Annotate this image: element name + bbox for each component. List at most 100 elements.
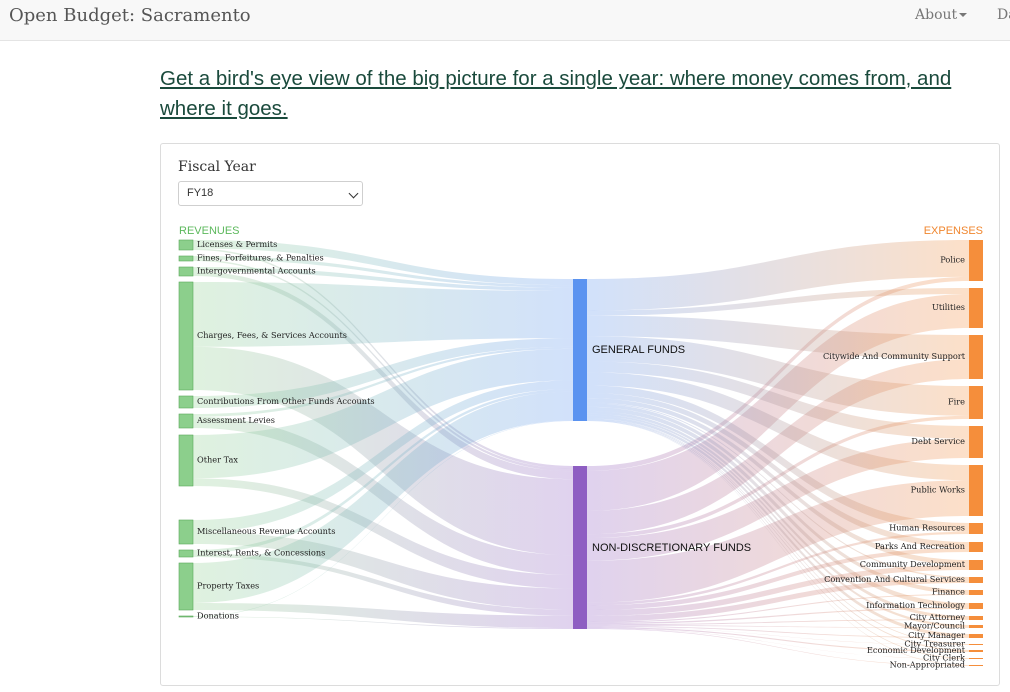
revenue-label-contributions-from-other-funds-accounts: Contributions From Other Funds Accounts — [197, 396, 375, 406]
flow-contributions-from-other-funds-accounts-general — [193, 338, 573, 408]
nav-about-label: About — [915, 7, 958, 23]
revenue-label-charges-fees-services-accounts: Charges, Fees, & Services Accounts — [197, 330, 347, 340]
expense-node-city-manager — [969, 634, 983, 638]
revenue-node-charges-fees-services-accounts — [178, 281, 194, 391]
flow-miscellaneous-revenue-accounts-nondisc — [193, 532, 573, 610]
expenses-header: EXPENSES — [924, 225, 983, 237]
flow-general-non-appropriated — [587, 420, 969, 666]
flow-nondisc-city-clerk — [587, 628, 969, 659]
flow-general-police — [587, 240, 969, 311]
expense-node-economic-development — [969, 650, 983, 652]
nav-about-dropdown[interactable]: About — [915, 7, 968, 23]
flow-general-city-manager — [587, 415, 969, 638]
flow-donations-general — [193, 420, 573, 617]
flow-nondisc-non-appropriated — [587, 628, 969, 666]
flow-nondisc-city-attorney — [587, 619, 969, 626]
flow-assessment-levies-general — [193, 346, 573, 417]
revenue-node-other-tax — [178, 434, 194, 487]
flow-miscellaneous-revenue-accounts-general — [193, 380, 573, 532]
revenue-node-assessment-levies — [178, 413, 194, 429]
revenue-node-fines-forfeitures-penalties — [178, 255, 194, 262]
flow-general-city-clerk — [587, 419, 969, 659]
expense-label-parks-and-recreation: Parks And Recreation — [875, 541, 966, 551]
revenue-label-property-taxes: Property Taxes — [197, 581, 259, 591]
expense-label-city-clerk: City Clerk — [923, 653, 966, 663]
flow-general-human-resources — [587, 385, 969, 532]
revenue-node-licenses-permits — [178, 239, 194, 251]
expense-label-finance: Finance — [932, 587, 965, 597]
revenue-node-miscellaneous-revenue-accounts — [178, 519, 194, 545]
flow-intergovernmental-accounts-general — [193, 267, 573, 291]
expense-label-city-treasurer: City Treasurer — [904, 639, 965, 649]
revenue-node-contributions-from-other-funds-accounts — [178, 395, 194, 409]
brand-title[interactable]: Open Budget: Sacramento — [9, 5, 251, 26]
intro-link[interactable]: Get a bird's eye view of the big picture… — [160, 67, 952, 120]
general-funds-node — [573, 279, 587, 421]
sankey-links — [193, 240, 969, 666]
flow-other-tax-nondisc — [193, 478, 573, 589]
expense-node-utilities — [969, 288, 983, 328]
expense-label-community-development: Community Development — [860, 559, 966, 569]
flow-general-fire — [587, 336, 969, 416]
flow-fines-forfeitures-penalties-nondisc — [193, 259, 573, 472]
flow-general-parks-and-recreation — [587, 392, 969, 548]
expense-node-city-attorney — [969, 616, 983, 620]
nav-dashboard-link[interactable]: Da — [997, 7, 1010, 23]
expense-label-utilities: Utilities — [932, 302, 965, 312]
flow-property-taxes-general — [193, 391, 573, 603]
flow-general-citywide-and-community-support — [587, 315, 969, 360]
flow-general-community-development — [587, 398, 969, 565]
expense-label-information-technology: Information Technology — [866, 600, 965, 610]
general-funds-label: GENERAL FUNDS — [592, 344, 685, 356]
flow-nondisc-mayor-council — [587, 625, 969, 628]
flow-general-debt-service — [587, 361, 969, 439]
flow-charges-fees-services-accounts-general — [193, 282, 573, 347]
revenue-label-miscellaneous-revenue-accounts: Miscellaneous Revenue Accounts — [197, 526, 335, 536]
expense-label-mayor-council: Mayor/Council — [904, 621, 965, 631]
expense-label-economic-development: Economic Development — [867, 645, 966, 655]
expense-label-human-resources: Human Resources — [889, 523, 965, 533]
fiscal-year-selected-value: FY18 — [187, 187, 214, 199]
revenue-node-intergovernmental-accounts — [178, 266, 194, 277]
flow-general-information-technology — [587, 406, 969, 608]
flow-general-finance — [587, 403, 969, 594]
expense-node-debt-service — [969, 426, 983, 458]
non-discretionary-funds-label: NON-DISCRETIONARY FUNDS — [592, 542, 751, 554]
expense-node-city-treasurer — [969, 644, 983, 645]
flow-nondisc-economic-development — [587, 626, 969, 652]
flow-interest-rents-concessions-general — [193, 389, 573, 554]
flow-licenses-permits-nondisc — [193, 248, 573, 469]
non-discretionary-funds-node — [573, 466, 587, 629]
expense-node-human-resources — [969, 523, 983, 534]
flow-donations-nondisc — [193, 616, 573, 629]
revenue-label-interest-rents-concessions: Interest, Rents, & Concessions — [197, 548, 325, 558]
revenue-label-licenses-permits: Licenses & Permits — [197, 239, 277, 249]
revenue-label-assessment-levies: Assessment Levies — [196, 415, 275, 425]
expense-node-citywide-and-community-support — [969, 335, 983, 379]
expense-label-city-manager: City Manager — [908, 630, 965, 640]
expense-label-citywide-and-community-support: Citywide And Community Support — [823, 351, 966, 361]
flow-nondisc-human-resources — [587, 531, 969, 606]
flow-nondisc-city-manager — [587, 625, 969, 638]
navbar: Open Budget: Sacramento About Da — [0, 0, 1010, 41]
revenue-node-donations — [178, 615, 194, 618]
flow-nondisc-convention-and-cultural-services — [587, 578, 969, 622]
expense-label-non-appropriated: Non-Appropriated — [890, 660, 965, 670]
flow-nondisc-information-technology — [587, 607, 969, 625]
flow-general-utilities — [587, 288, 969, 316]
expense-label-public-works: Public Works — [911, 485, 965, 495]
expense-node-mayor-council — [969, 625, 983, 628]
revenue-node-property-taxes — [178, 562, 194, 611]
expense-node-parks-and-recreation — [969, 542, 983, 552]
flow-general-city-attorney — [587, 410, 969, 620]
sankey-nodes: REVENUES EXPENSES Licenses & Permits Fines,… — [178, 225, 983, 670]
flow-fines-forfeitures-penalties-general — [193, 256, 573, 288]
flow-general-economic-development — [587, 419, 969, 651]
flow-general-public-works — [587, 372, 969, 481]
fiscal-year-select[interactable]: FY18 — [178, 181, 363, 206]
flow-licenses-permits-general — [193, 240, 573, 286]
expense-node-finance — [969, 590, 983, 595]
caret-down-icon — [959, 13, 968, 17]
sankey-panel: Fiscal Year FY18 REVENUES EXPENSES License… — [160, 143, 1000, 686]
expense-label-city-attorney: City Attorney — [910, 612, 966, 622]
